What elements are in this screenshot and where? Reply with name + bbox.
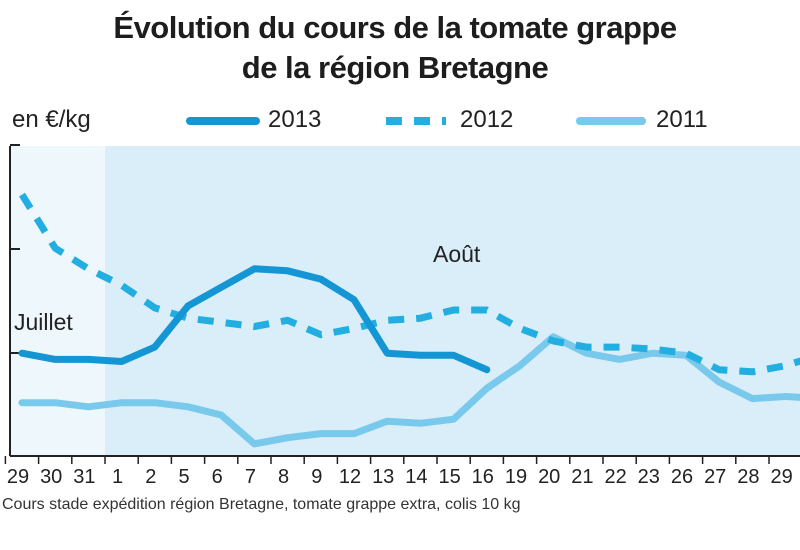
x-tick-label-19: 23 (638, 466, 660, 488)
x-tick-label-7: 7 (245, 466, 256, 488)
legend-label-2011: 2011 (656, 106, 708, 133)
x-tick-label-3: 1 (112, 466, 123, 488)
y-axis-unit-label: en €/kg (12, 106, 91, 133)
period-label-juillet: Juillet (14, 309, 73, 335)
legend-label-2012: 2012 (460, 106, 514, 133)
period-label-aout: Août (433, 241, 481, 267)
x-tick-label-9: 9 (311, 466, 322, 488)
x-tick-label-18: 22 (604, 466, 626, 488)
x-tick-label-2: 31 (73, 466, 95, 488)
x-tick-label-6: 6 (212, 466, 223, 488)
x-tick-label-17: 21 (571, 466, 593, 488)
bottom-band (0, 522, 800, 550)
x-tick-label-14: 16 (472, 466, 494, 488)
chart-footnote: Cours stade expédition région Bretagne, … (2, 496, 521, 513)
x-tick-label-11: 13 (372, 466, 394, 488)
x-tick-label-20: 26 (671, 466, 693, 488)
legend-label-2013: 2013 (268, 106, 322, 133)
x-tick-label-15: 19 (505, 466, 527, 488)
chart-title-line2: de la région Bretagne (241, 50, 549, 85)
series-line-2012 (19, 192, 800, 376)
x-tick-label-13: 15 (438, 466, 460, 488)
x-tick-label-10: 12 (339, 466, 361, 488)
panel-aout (105, 146, 800, 456)
x-tick-label-12: 14 (405, 466, 427, 488)
series-line-2013 (18, 265, 491, 374)
x-tick-label-1: 30 (40, 466, 62, 488)
series-line-2011 (18, 333, 800, 448)
x-tick-label-0: 29 (7, 466, 29, 488)
x-tick-label-22: 28 (737, 466, 759, 488)
x-tick-label-4: 2 (145, 466, 156, 488)
x-tick-label-23: 29 (770, 466, 792, 488)
x-tick-label-5: 5 (178, 466, 189, 488)
chart-title: Évolution du cours de la tomate grappe d… (0, 8, 790, 88)
chart-title-line1: Évolution du cours de la tomate grappe (113, 10, 677, 45)
x-tick-label-16: 20 (538, 466, 560, 488)
x-tick-label-8: 8 (278, 466, 289, 488)
x-tick-label-21: 27 (704, 466, 726, 488)
